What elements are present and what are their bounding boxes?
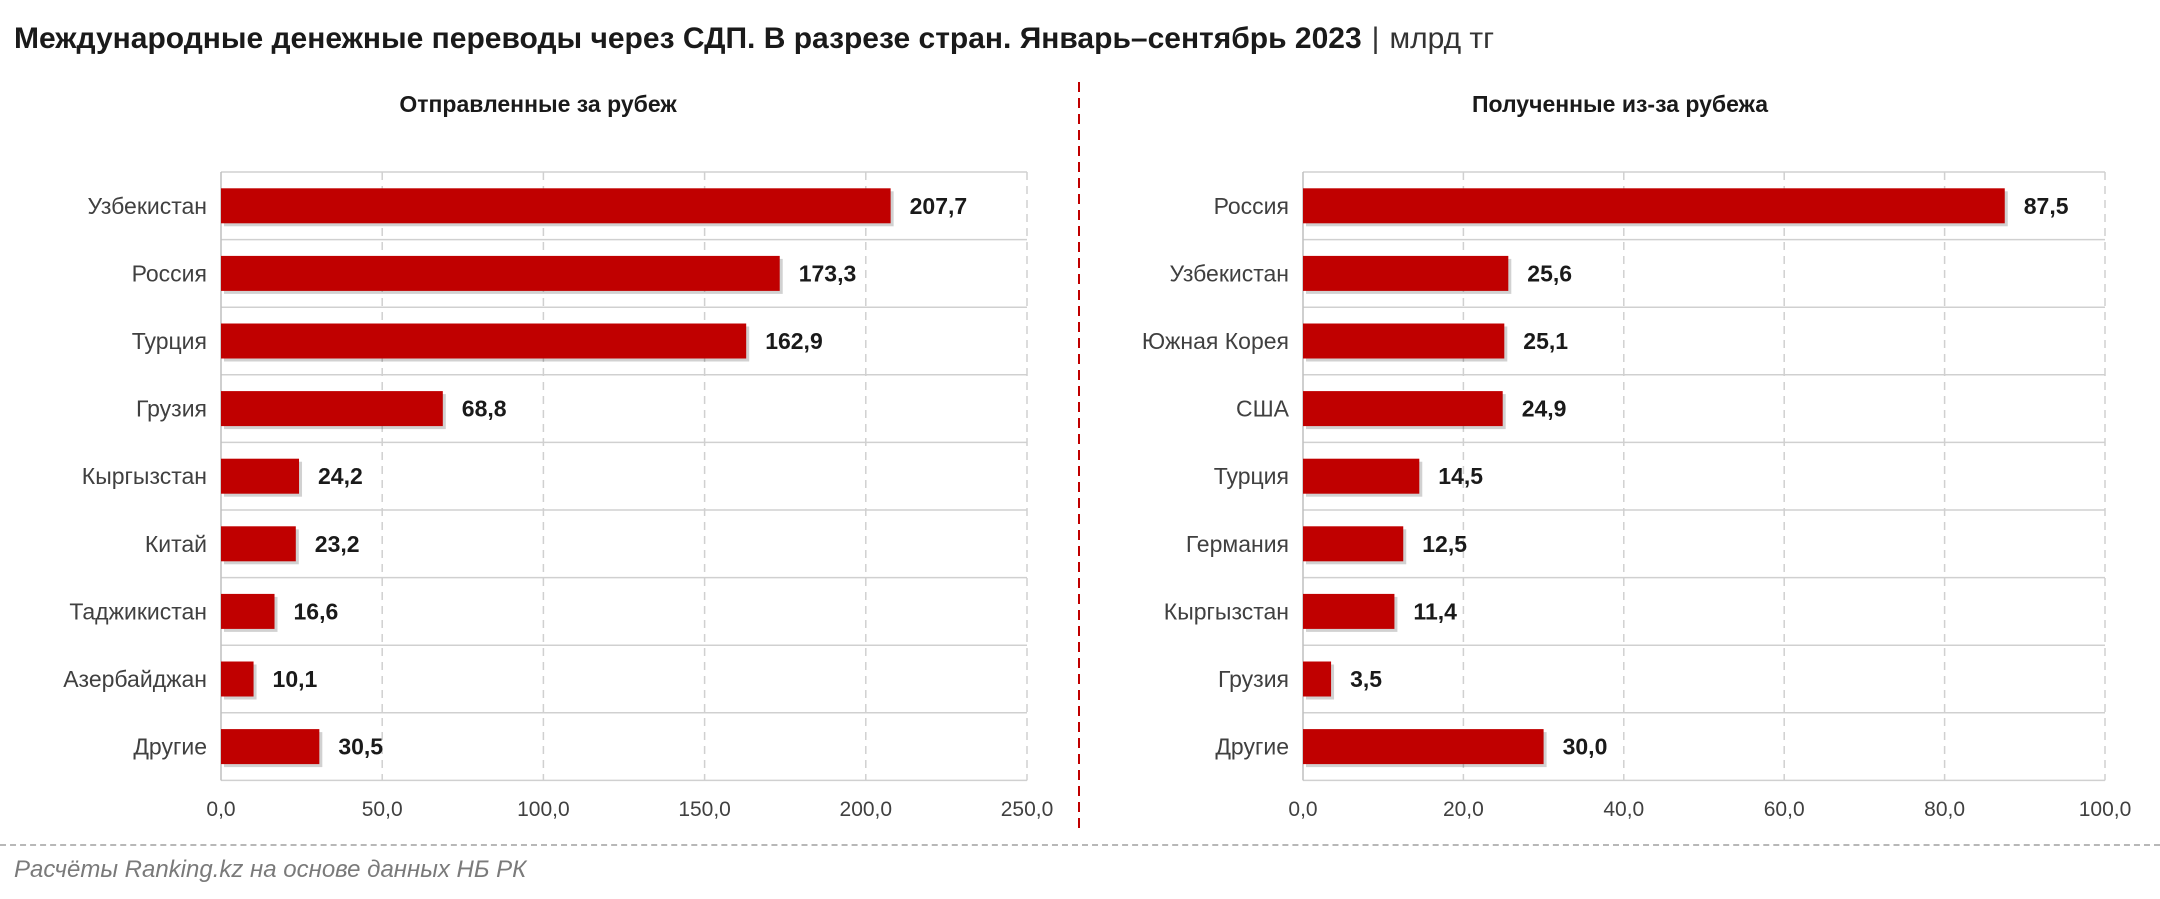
- data-label: 16,6: [294, 598, 339, 624]
- data-label: 10,1: [273, 666, 318, 692]
- bar: [221, 323, 747, 359]
- bar: [221, 593, 275, 629]
- category-label: Китай: [145, 531, 207, 557]
- bar: [1303, 526, 1404, 562]
- data-label: 11,4: [1413, 598, 1457, 624]
- title-separator: |: [1371, 22, 1380, 55]
- bar: [1303, 391, 1503, 427]
- bar: [1303, 661, 1332, 697]
- x-tick-label: 150,0: [678, 798, 731, 821]
- unit-label: млрд тг: [1389, 22, 1495, 55]
- x-tick-label: 0,0: [1288, 798, 1317, 821]
- bar: [221, 458, 300, 494]
- bar: [1303, 593, 1395, 629]
- data-label: 25,1: [1523, 328, 1568, 354]
- data-label: 3,5: [1350, 666, 1382, 692]
- x-tick-label: 60,0: [1764, 798, 1805, 821]
- category-label: Узбекистан: [88, 193, 208, 219]
- x-tick-label: 40,0: [1603, 798, 1644, 821]
- category-label: Грузия: [1218, 666, 1289, 692]
- x-tick-label: 80,0: [1924, 798, 1965, 821]
- data-label: 87,5: [2024, 193, 2069, 219]
- category-label: Кыргызстан: [1164, 598, 1289, 624]
- chart-title-text: Международные денежные переводы через СД…: [14, 22, 1362, 55]
- data-label: 12,5: [1422, 531, 1467, 557]
- bar: [1303, 458, 1420, 494]
- category-label: Азербайджан: [63, 666, 207, 692]
- category-label: Другие: [1215, 734, 1289, 760]
- source-note: Расчёты Ranking.kz на основе данных НБ Р…: [14, 856, 527, 883]
- bar: [221, 729, 320, 765]
- x-tick-label: 250,0: [1001, 798, 1054, 821]
- category-label: США: [1236, 396, 1290, 422]
- x-tick-label: 0,0: [206, 798, 235, 821]
- bar: [221, 188, 891, 224]
- bar: [221, 391, 443, 427]
- category-label: Кыргызстан: [82, 463, 207, 489]
- data-label: 25,6: [1527, 260, 1572, 286]
- chart-title: Международные денежные переводы через СД…: [14, 22, 1494, 56]
- category-label: Германия: [1186, 531, 1289, 557]
- data-label: 14,5: [1438, 463, 1483, 489]
- bar: [221, 661, 254, 697]
- bar: [221, 255, 780, 291]
- data-label: 173,3: [799, 260, 857, 286]
- category-label: Россия: [132, 260, 207, 286]
- category-label: Южная Корея: [1142, 328, 1289, 354]
- category-label: Грузия: [136, 396, 207, 422]
- data-label: 24,2: [318, 463, 363, 489]
- chart-panel-sent: Отправленные за рубеж Узбекистан 207,7 Росс…: [63, 91, 1053, 821]
- bar: [1303, 188, 2005, 224]
- x-tick-label: 100,0: [2079, 798, 2132, 821]
- category-label: Другие: [133, 734, 207, 760]
- category-label: Таджикистан: [69, 598, 207, 624]
- data-label: 30,5: [338, 734, 383, 760]
- x-tick-label: 100,0: [517, 798, 570, 821]
- bar: [1303, 729, 1544, 765]
- x-tick-label: 50,0: [362, 798, 403, 821]
- data-label: 23,2: [315, 531, 360, 557]
- data-label: 68,8: [462, 396, 507, 422]
- panel-title: Полученные из-за рубежа: [1472, 91, 1768, 117]
- bar: [1303, 255, 1509, 291]
- x-tick-label: 200,0: [840, 798, 893, 821]
- x-tick-label: 20,0: [1443, 798, 1484, 821]
- data-label: 30,0: [1563, 734, 1608, 760]
- bar: [1303, 323, 1505, 359]
- footer-divider: [0, 844, 2160, 846]
- category-label: Турция: [1214, 463, 1289, 489]
- chart-panel-received: Полученные из-за рубежа Россия 87,5 Узбекис…: [1142, 91, 2131, 821]
- panel-title: Отправленные за рубеж: [399, 91, 677, 117]
- data-label: 162,9: [765, 328, 823, 354]
- data-label: 207,7: [910, 193, 968, 219]
- category-label: Турция: [132, 328, 207, 354]
- category-label: Россия: [1214, 193, 1289, 219]
- data-label: 24,9: [1522, 396, 1567, 422]
- bar: [221, 526, 296, 562]
- category-label: Узбекистан: [1170, 260, 1290, 286]
